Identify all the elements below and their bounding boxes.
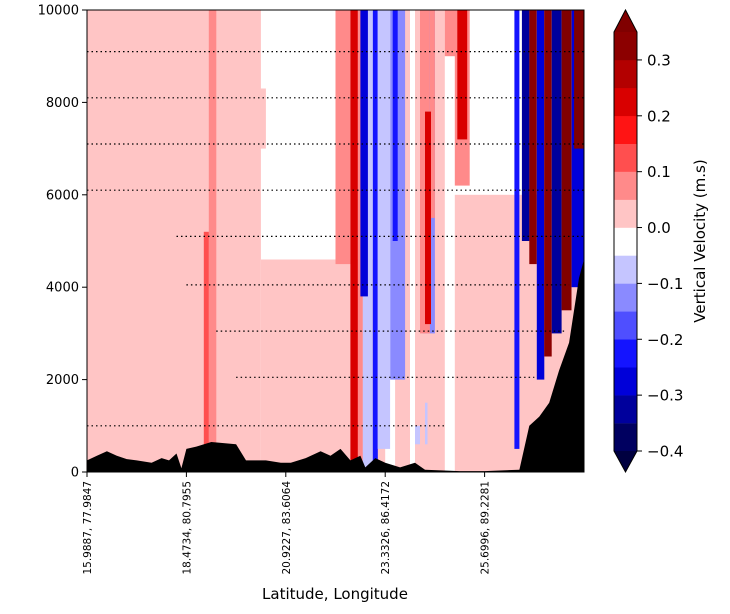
colorbar-segment (614, 311, 637, 340)
colorbar-segment (614, 283, 637, 312)
field-band (429, 10, 435, 218)
x-tick-label: 18.4734, 80.7955 (181, 481, 193, 575)
y-tick-label: 4000 (46, 281, 79, 296)
colorbar-segment (614, 395, 637, 424)
x-tick-label: 23.3326, 86.4172 (380, 481, 392, 575)
plot-area (87, 10, 584, 472)
field-band (392, 10, 398, 241)
colorbar-segment (614, 423, 637, 452)
x-tick-label: 20.9227, 83.6064 (281, 481, 293, 575)
field-band (544, 10, 552, 357)
x-tick-label: 25.6996, 89.2281 (480, 481, 492, 575)
field-band (360, 10, 368, 297)
y-tick-label: 2000 (46, 373, 79, 388)
y-tick-label: 8000 (46, 96, 79, 111)
colorbar-segment (614, 32, 637, 61)
y-tick-label: 0 (71, 466, 79, 481)
y-axis: 0 2000 4000 6000 8000 10000 (38, 4, 87, 481)
field-band (574, 10, 584, 149)
field-band (181, 10, 197, 472)
plot-frame (86, 9, 585, 473)
colorbar-tick-label: 0.0 (647, 219, 671, 237)
field-band (521, 10, 530, 241)
colorbar-over-extension (614, 10, 637, 32)
field-band (514, 10, 520, 449)
colorbar-tick-label: −0.2 (647, 331, 683, 349)
colorbar-tick-label: 0.2 (647, 107, 671, 125)
terrain-profile (87, 259, 584, 472)
colorbar-tick-label: 0.1 (647, 163, 671, 181)
field-band (208, 10, 217, 472)
colorbar-label: Vertical Velocity (m.s) (691, 159, 709, 322)
colorbar-tick-label: 0.3 (647, 51, 671, 69)
x-tick-label: 15.9887, 77.9847 (82, 481, 94, 575)
field-band (203, 231, 209, 472)
colorbar-segment (614, 339, 637, 368)
x-axis-label: Latitude, Longitude (262, 585, 408, 603)
field-band (425, 111, 431, 325)
colorbar-segment (614, 59, 637, 89)
colorbar-tick-label: −0.1 (647, 275, 683, 293)
field-band (415, 425, 420, 445)
colorbar-segment (614, 115, 637, 144)
field-band (87, 10, 261, 472)
colorbar-segment (614, 171, 637, 200)
terrain (87, 259, 584, 472)
colorbar-segment (614, 367, 637, 396)
y-tick-label: 10000 (38, 4, 79, 19)
colorbar-tick-label: −0.4 (647, 443, 683, 461)
colorbar-segment (614, 227, 637, 256)
field-band (377, 10, 391, 449)
field-band (350, 10, 358, 472)
colorbar: 0.3 0.2 0.1 0.0 −0.1 −0.2 −0.3 −0.4 (613, 8, 683, 474)
field-band (87, 88, 266, 149)
colorbar-under-extension (614, 451, 637, 472)
wind-vectors (87, 50, 584, 427)
field-band (420, 10, 430, 334)
colorbar-segment (614, 143, 637, 172)
field-band (425, 402, 428, 445)
x-axis: 15.9887, 77.9847 18.4734, 80.7955 20.9227,… (82, 472, 492, 575)
field-band (529, 10, 537, 265)
field-band (372, 10, 378, 472)
y-tick-label: 6000 (46, 188, 79, 203)
field-band (335, 10, 351, 265)
field-band (551, 10, 562, 334)
colorbar-segment (614, 87, 637, 117)
colorbar-tick-label: −0.3 (647, 387, 683, 405)
colorbar-segment (614, 199, 637, 228)
field-band (536, 10, 545, 380)
field-band (457, 10, 468, 140)
colorbar-segment (614, 255, 637, 284)
velocity-field (87, 10, 584, 472)
field-band (561, 10, 572, 311)
